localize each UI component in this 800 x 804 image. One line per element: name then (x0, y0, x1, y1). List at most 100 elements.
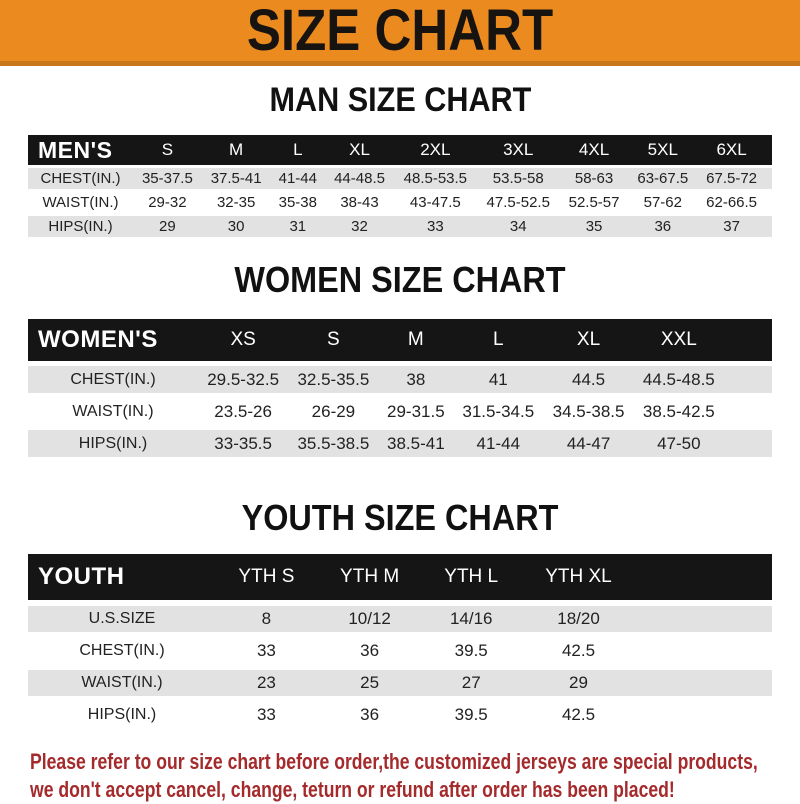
value-cell: 27 (422, 670, 521, 696)
value-cell: 44-48.5 (325, 168, 394, 189)
value-cell: 58-63 (559, 168, 629, 189)
womens-header-row: WOMEN'S XS S M L XL XXL (28, 319, 772, 361)
value-cell: 32 (325, 216, 394, 237)
value-cell: 35.5-38.5 (288, 430, 379, 457)
column-header: XS (198, 319, 289, 361)
column-header: L (270, 135, 326, 165)
value-cell: 57-62 (643, 194, 682, 211)
spacer-cell (724, 430, 772, 457)
value-cell: 33 (256, 705, 276, 724)
value-cell: 23.5-26 (214, 401, 272, 421)
value-cell: 34.5-38.5 (552, 401, 625, 421)
value-cell: 62-66.5 (706, 194, 758, 211)
row-label: WAIST(IN.) (42, 194, 119, 211)
value-cell: 18/20 (520, 606, 637, 632)
youth-size-table: YOUTH YTH S YTH M YTH L YTH XL U.S.SIZE 8 10/12… (28, 548, 772, 734)
value-cell: 42.5 (561, 705, 596, 724)
value-cell: 53.5-58 (476, 168, 560, 189)
youth-header-row: YOUTH YTH S YTH M YTH L YTH XL (28, 554, 772, 600)
value-cell: 67.5-72 (697, 168, 766, 189)
value-cell: 32.5-35.5 (288, 366, 379, 393)
value-cell: 38-43 (340, 194, 379, 211)
value-cell: 37.5-41 (201, 168, 271, 189)
spacer-cell (637, 670, 772, 696)
column-header: 5XL (628, 135, 698, 165)
column-header: XL (325, 135, 394, 165)
value-cell: 37 (697, 216, 766, 237)
mens-header-row: MEN'S S M L XL 2XL 3XL 4XL 5XL 6XL (28, 135, 772, 165)
column-header: 6XL (697, 135, 766, 165)
section-youth: YOUTH SIZE CHART YOUTH YTH S YTH M YTH L YTH … (0, 498, 800, 734)
banner: SIZE CHART (0, 0, 800, 66)
column-header: YTH S (216, 554, 317, 600)
spacer-cell (724, 319, 772, 361)
page-title: SIZE CHART (246, 0, 554, 63)
value-cell: 41-44 (453, 430, 544, 457)
value-cell: 29-31.5 (387, 401, 445, 421)
value-cell: 47.5-52.5 (486, 194, 550, 211)
value-cell: 10/12 (316, 606, 423, 632)
spacer-cell (637, 702, 772, 728)
value-cell: 34 (476, 216, 560, 237)
row-label: WAIST(IN.) (72, 402, 154, 420)
column-header: XXL (633, 319, 724, 361)
value-cell: 36 (360, 705, 380, 724)
value-cell: 38.5-41 (378, 430, 454, 457)
row-label: CHEST(IN.) (28, 168, 133, 189)
value-cell: 35-37.5 (133, 168, 202, 189)
row-label: U.S.SIZE (28, 606, 216, 632)
womens-size-table: WOMEN'S XS S M L XL XXL CHEST(IN.) 29.5-32.5 32.5… (28, 314, 772, 462)
value-cell: 25 (316, 670, 423, 696)
column-header: M (201, 135, 271, 165)
value-cell: 29-32 (148, 194, 187, 211)
column-header: YTH M (316, 554, 423, 600)
spacer-cell (637, 638, 772, 664)
value-cell: 29.5-32.5 (198, 366, 289, 393)
value-cell: 44.5-48.5 (633, 366, 724, 393)
youth-table-body: YOUTH YTH S YTH M YTH L YTH XL U.S.SIZE 8 10/12… (28, 554, 772, 728)
value-cell: 38 (378, 366, 454, 393)
value-cell: 39.5 (454, 705, 488, 724)
spacer-cell (766, 168, 772, 189)
value-cell: 8 (216, 606, 317, 632)
column-header: 4XL (559, 135, 629, 165)
value-cell: 29 (520, 670, 637, 696)
value-cell: 33 (256, 641, 276, 660)
value-cell: 39.5 (454, 641, 488, 660)
value-cell: 48.5-53.5 (393, 168, 477, 189)
section-heading-text: MAN SIZE CHART (269, 81, 531, 119)
column-header: XL (543, 319, 634, 361)
section-heading-text: WOMEN SIZE CHART (234, 259, 566, 300)
value-cell: 44-47 (543, 430, 634, 457)
section-heading-text: YOUTH SIZE CHART (241, 497, 559, 538)
value-cell: 30 (201, 216, 271, 237)
notice-line-2-text: we don't accept cancel, change, teturn o… (30, 777, 675, 802)
value-cell: 29 (133, 216, 202, 237)
column-header: 2XL (393, 135, 477, 165)
column-header: YTH XL (520, 554, 637, 600)
value-cell: 35-38 (278, 194, 317, 211)
table-row: HIPS(IN.) 33 36 39.5 42.5 (28, 702, 772, 728)
column-header: 3XL (476, 135, 560, 165)
value-cell: 42.5 (561, 641, 596, 660)
value-cell: 32-35 (216, 194, 256, 211)
value-cell: 33 (393, 216, 477, 237)
section-heading-mens: MAN SIZE CHART (0, 80, 800, 120)
table-row: WAIST(IN.) 23 25 27 29 (28, 670, 772, 696)
spacer-cell (766, 216, 772, 237)
spacer-cell (766, 192, 772, 213)
value-cell: 52.5-57 (568, 194, 620, 211)
mens-size-table: MEN'S S M L XL 2XL 3XL 4XL 5XL 6XL CHEST(IN.) 35-37… (28, 132, 772, 240)
column-header: S (288, 319, 379, 361)
value-cell: 31 (270, 216, 326, 237)
value-cell: 26-29 (311, 401, 356, 421)
section-mens: MAN SIZE CHART MEN'S S M L XL 2XL 3XL 4XL 5XL 6XL C… (0, 80, 800, 240)
table-row: WAIST(IN.) 23.5-26 26-29 29-31.5 31.5-34.5 34… (28, 398, 772, 425)
notice-line-1-text: Please refer to our size chart before or… (30, 749, 758, 774)
value-cell: 36 (628, 216, 698, 237)
value-cell: 31.5-34.5 (462, 401, 535, 421)
spacer-cell (724, 398, 772, 425)
value-cell: 41-44 (270, 168, 326, 189)
value-cell: 47-50 (633, 430, 724, 457)
row-label: CHEST(IN.) (79, 642, 165, 659)
